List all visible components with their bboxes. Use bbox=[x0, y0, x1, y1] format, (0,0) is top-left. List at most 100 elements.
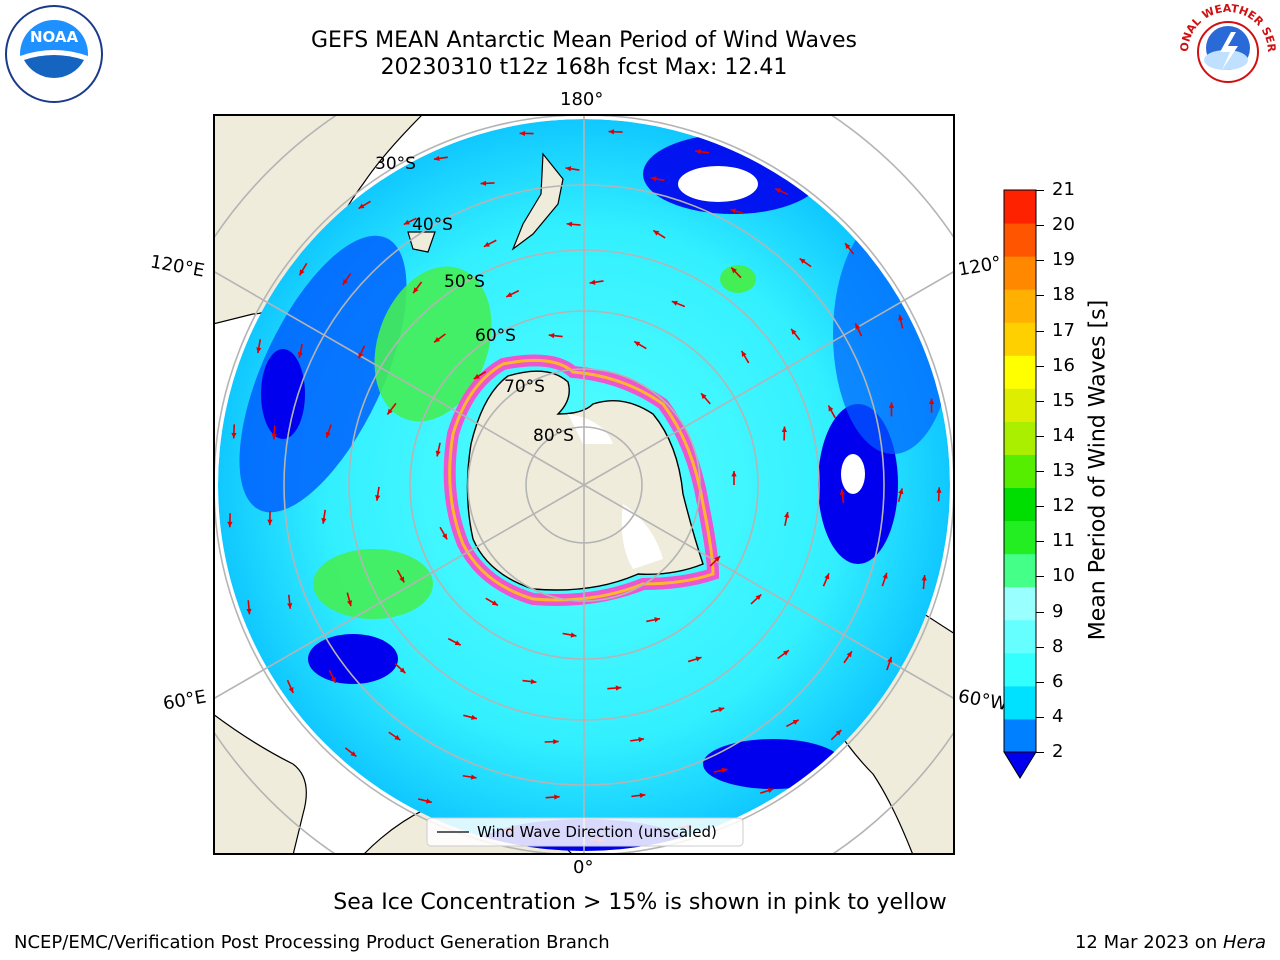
footer-left: NCEP/EMC/Verification Post Processing Pr… bbox=[14, 932, 610, 953]
chart-subtitle: 20230310 t12z 168h fcst Max: 12.41 bbox=[380, 55, 788, 80]
land-africa bbox=[213, 713, 307, 855]
wave-direction-arrowhead bbox=[888, 402, 895, 408]
ice-shelf-ross bbox=[568, 414, 613, 444]
wave-direction-arrowhead bbox=[471, 714, 477, 720]
wave-direction-arrowhead bbox=[425, 798, 432, 804]
wave-direction-arrowhead bbox=[297, 352, 303, 358]
colorbar-tick-mark bbox=[1036, 225, 1044, 227]
colorbar-tick-label: 17 bbox=[1052, 319, 1075, 341]
colorbar-bin bbox=[1004, 223, 1036, 257]
lat-label-50s: 50°S bbox=[444, 272, 485, 292]
wave-direction-arrowhead bbox=[835, 729, 842, 736]
colorbar-bin bbox=[1004, 487, 1036, 522]
colorbar-tick-label: 2 bbox=[1052, 741, 1064, 762]
wave-direction-arrowhead bbox=[783, 650, 789, 656]
colorbar-tick-label: 10 bbox=[1052, 565, 1075, 587]
wave-direction-arrowhead bbox=[483, 241, 490, 247]
colorbar-bin bbox=[1004, 190, 1036, 224]
colorbar-bin bbox=[1004, 289, 1036, 323]
colorbar-bin bbox=[1004, 685, 1036, 720]
colorbar-tick-mark bbox=[1036, 260, 1044, 262]
wave-direction-arrowhead bbox=[730, 208, 737, 214]
wave-direction-arrowhead bbox=[553, 739, 559, 745]
colorbar-bin bbox=[1004, 355, 1036, 389]
colorbar-tick-mark bbox=[1036, 435, 1044, 437]
colorbar-tick-label: 9 bbox=[1052, 600, 1064, 622]
lat-label-70s: 70°S bbox=[504, 377, 545, 397]
wave-direction-arrowhead bbox=[741, 350, 747, 357]
colorbar-tick-label: 6 bbox=[1052, 670, 1064, 692]
footer-right: 12 Mar 2023 on Hera bbox=[1075, 932, 1266, 953]
wave-direction-arrowhead bbox=[330, 676, 336, 683]
wave-direction-arrowhead bbox=[639, 792, 646, 799]
colorbar-bin bbox=[1004, 388, 1036, 422]
colorbar-tick-mark bbox=[1036, 330, 1044, 332]
colorbar-tick-mark bbox=[1036, 646, 1044, 648]
wave-direction-arrowhead bbox=[928, 398, 935, 405]
wave-direction-arrowhead bbox=[394, 734, 401, 741]
wave-direction-arrowhead bbox=[695, 149, 701, 155]
colorbar-bin bbox=[1004, 619, 1036, 654]
wave-direction-arrowhead bbox=[718, 707, 725, 713]
wave-direction-arrowhead bbox=[638, 737, 645, 743]
caption: Sea Ice Concentration > 15% is shown in … bbox=[333, 890, 947, 915]
lat-label-30s: 30°S bbox=[375, 154, 416, 174]
chart-title: GEFS MEAN Antarctic Mean Period of Wind … bbox=[311, 28, 857, 53]
land-new-zealand bbox=[511, 152, 564, 251]
wave-direction-arrowhead bbox=[321, 518, 327, 524]
lon-label-180: 180° bbox=[560, 89, 604, 110]
map-legend: Wind Wave Direction (unscaled) bbox=[426, 817, 744, 847]
colorbar-bin bbox=[1004, 553, 1036, 588]
wave-direction-arrowhead bbox=[565, 166, 572, 172]
wave-direction-arrowhead bbox=[921, 575, 927, 581]
wave-direction-arrowhead bbox=[434, 336, 441, 343]
colorbar-bin bbox=[1004, 652, 1036, 687]
noaa-logo: NOAA bbox=[5, 5, 103, 103]
polar-map: 30°S 40°S 50°S 60°S 70°S 80°S Wind Wave … bbox=[213, 114, 955, 855]
wave-direction-arrowhead bbox=[442, 533, 448, 540]
colorbar-label: Mean Period of Wind Waves [s] bbox=[1085, 299, 1111, 641]
wave-direction-arrowhead bbox=[589, 279, 596, 285]
footer-machine: Hera bbox=[1222, 932, 1266, 953]
colorbar-tick-label: 13 bbox=[1052, 460, 1075, 481]
wave-direction-arrowhead bbox=[615, 685, 622, 691]
nws-logo: NATIONAL WEATHER SERVICE bbox=[1176, 0, 1278, 100]
wave-direction-arrowhead bbox=[403, 219, 410, 225]
wave-direction-arrowhead bbox=[299, 269, 305, 276]
wave-direction-arrowhead bbox=[530, 678, 537, 685]
colorbar-bin bbox=[1004, 421, 1036, 455]
wave-direction-arrowhead bbox=[566, 221, 573, 227]
wave-direction-arrowhead bbox=[256, 347, 262, 354]
lon-label-120w: 120° bbox=[956, 252, 1003, 281]
lat-label-80s: 80°S bbox=[533, 426, 574, 446]
lon-label-60e: 60°E bbox=[161, 686, 208, 715]
wave-direction-arrowhead bbox=[347, 600, 353, 607]
wave-direction-arrowhead bbox=[267, 519, 273, 526]
wave-direction-arrowhead bbox=[839, 489, 845, 495]
wave-direction-arrowhead bbox=[898, 488, 904, 495]
lat-label-40s: 40°S bbox=[412, 215, 453, 235]
map-frame bbox=[213, 114, 955, 855]
colorbar bbox=[1003, 189, 1037, 779]
wind-wave-arrows bbox=[227, 129, 942, 843]
wave-direction-arrowhead bbox=[325, 431, 331, 438]
wave-direction-arrowhead bbox=[775, 188, 782, 194]
wave-direction-arrowhead bbox=[342, 278, 348, 285]
colorbar-tick-mark bbox=[1036, 541, 1044, 543]
wave-direction-arrowhead bbox=[898, 314, 904, 321]
wave-direction-arrowhead bbox=[358, 352, 364, 359]
wave-direction-arrowhead bbox=[731, 471, 737, 477]
sea-ice-inner bbox=[448, 358, 715, 602]
wave-direction-arrowhead bbox=[653, 230, 660, 236]
colorbar-tick-label: 8 bbox=[1052, 635, 1064, 657]
wave-direction-arrowhead bbox=[792, 719, 799, 725]
colorbar-bin bbox=[1004, 322, 1036, 356]
colorbar-tick-mark bbox=[1036, 576, 1044, 578]
ice-shelf-ronne bbox=[621, 504, 663, 569]
wave-direction-arrowhead bbox=[791, 328, 797, 335]
colorbar-extend-arrow bbox=[1003, 751, 1037, 779]
wave-direction-arrowhead bbox=[358, 203, 365, 209]
colorbar-tick-label: 12 bbox=[1052, 495, 1075, 517]
colorbar-tick-label: 21 bbox=[1052, 179, 1075, 200]
wave-direction-arrowhead bbox=[554, 794, 560, 800]
